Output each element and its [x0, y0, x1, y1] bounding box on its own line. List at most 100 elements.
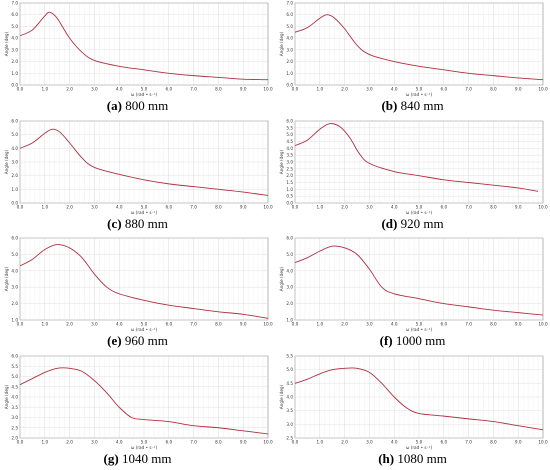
x-tick-label: 8.0: [490, 322, 497, 327]
x-tick-label: 1.0: [316, 87, 323, 92]
y-tick-label: 5.5: [11, 363, 18, 368]
y-axis-label: Angle (deg): [4, 266, 9, 291]
y-tick-label: 4.0: [11, 394, 18, 399]
x-tick-label: 9.0: [240, 87, 247, 92]
x-tick-label: 6.0: [440, 322, 447, 327]
y-tick-label: 3.0: [286, 421, 293, 426]
panel-caption-text: 840 mm: [400, 98, 444, 113]
y-tick-label: 6.0: [11, 353, 18, 358]
chart-panel: 0.0 1.0 2.0 3.0 4.0 5.0 6.0 7.0 0.0 1.0 2.0 3.0 4.0 5…: [275, 0, 550, 118]
x-tick-label: 3.0: [91, 87, 98, 92]
chart-svg: 1.02.03.04.05.06.00.0 1.0 2.0 3.0 4.0 5.0 6.0 7…: [279, 236, 548, 333]
chart-svg: 0.0 1.0 2.0 3.0 4.0 5.0 6.0 7.0 0.0 1.0 2.0 3.0 4.0 5…: [4, 1, 273, 98]
y-axis-label: Angle (deg): [279, 384, 284, 409]
y-tick-label: 3.0: [286, 159, 293, 164]
y-tick-label: 3.5: [286, 152, 293, 157]
x-tick-label: 0.0: [17, 87, 24, 92]
x-tick-label: 0.0: [292, 87, 299, 92]
chart-panel: 1.0 2.0 3.0 4.0 5.0 6.0 0.0 1.0 2.0 3.0 4.0 5.0 6.0 7…: [275, 235, 550, 353]
y-tick-label: 4.5: [11, 384, 18, 389]
x-tick-label: 9.0: [515, 87, 522, 92]
x-tick-label: 10.0: [263, 87, 273, 92]
y-tick-label: 2.0: [11, 435, 18, 440]
y-tick-label: 1.0: [286, 318, 293, 323]
chart-svg: 0.0 1.0 2.0 3.0 4.0 5.0 6.0 0.0 1.0 2.0 3.0 4.0 5.0 6…: [4, 118, 273, 215]
y-tick-label: 3.0: [11, 415, 18, 420]
y-tick-label: 5.0: [11, 374, 18, 379]
x-tick-label: 9.0: [240, 439, 247, 444]
x-axis-label: ω (rad • s⁻¹): [406, 210, 433, 215]
chart-svg: 0.0 1.0 2.0 3.0 4.0 5.0 6.0 7.0 0.0 1.0 2.0 3.0 4.0 5…: [279, 1, 548, 98]
y-tick-label: 0.0: [11, 83, 18, 88]
x-tick-label: 3.0: [366, 204, 373, 209]
panel-letter: (d): [381, 215, 398, 231]
x-tick-label: 10.0: [263, 322, 273, 327]
x-axis-label: ω (rad • s⁻¹): [131, 210, 158, 215]
panel-caption: (f) 1000 mm: [275, 334, 550, 348]
x-tick-label: 4.0: [391, 87, 398, 92]
x-tick-label: 3.0: [366, 439, 373, 444]
y-tick-label: 7.0: [286, 1, 293, 6]
series-line: [294, 122, 539, 192]
y-tick-label: 3.5: [11, 404, 18, 409]
y-tick-label: 3.0: [286, 285, 293, 290]
x-tick-label: 1.0: [41, 322, 48, 327]
x-tick-label: 5.0: [141, 87, 148, 92]
x-tick-label: 0.0: [292, 204, 299, 209]
series-line: [19, 366, 269, 434]
x-tick-label: 7.0: [190, 204, 197, 209]
panel-caption-text: 920 mm: [400, 215, 444, 231]
y-tick-label: 0.0: [286, 83, 293, 88]
y-tick-label: 2.5: [286, 166, 293, 171]
y-tick-label: 1.5: [286, 180, 293, 185]
x-tick-label: 5.0: [416, 87, 423, 92]
x-tick-label: 0.0: [17, 439, 24, 444]
y-tick-label: 6.0: [11, 118, 18, 123]
panel-caption-text: 1080 mm: [397, 450, 447, 466]
panel-caption-text: 880 mm: [124, 215, 168, 231]
chart-svg: 1.02.03.04.05.06.00.0 1.0 2.0 3.0 4.0 5.0 6.0 7…: [4, 236, 273, 333]
panel-caption: (d) 920 mm: [275, 215, 550, 231]
x-tick-label: 4.0: [116, 87, 123, 92]
chart-panel: 0.0 1.0 2.0 3.0 4.0 5.0 6.0 7.0 0.0 1.0 2.0 3.0 4.0 5…: [0, 0, 275, 118]
y-tick-label: 5.5: [286, 125, 293, 130]
x-tick-label: 7.0: [465, 439, 472, 444]
y-tick-label: 2.0: [286, 173, 293, 178]
panel-caption: (h) 1080 mm: [275, 450, 550, 466]
x-tick-label: 4.0: [116, 204, 123, 209]
x-tick-label: 2.0: [66, 439, 73, 444]
x-tick-label: 1.0: [316, 204, 323, 209]
x-tick-label: 1.0: [316, 322, 323, 327]
x-tick-label: 6.0: [165, 439, 172, 444]
x-tick-label: 6.0: [165, 322, 172, 327]
x-tick-label: 5.0: [141, 439, 148, 444]
y-tick-label: 6.0: [11, 236, 18, 241]
panel-caption: (c) 880 mm: [0, 215, 275, 231]
x-tick-label: 4.0: [116, 439, 123, 444]
x-tick-label: 9.0: [240, 322, 247, 327]
x-tick-label: 6.0: [165, 204, 172, 209]
panel-caption-text: 960 mm: [124, 333, 168, 348]
y-tick-label: 1.0: [11, 186, 18, 191]
panel-caption: (e) 960 mm: [0, 334, 275, 348]
chart-panel: 2.0 2.5 3.0 3.5 4.0 4.5 5.0 5.5 6.0 0.0 1.0 2.0 3.0 4…: [0, 353, 275, 470]
y-tick-label: 4.0: [286, 394, 293, 399]
series-line: [294, 366, 544, 430]
x-tick-label: 1.0: [41, 87, 48, 92]
x-tick-label: 6.0: [165, 87, 172, 92]
y-tick-label: 6.0: [286, 12, 293, 17]
x-tick-label: 1.0: [316, 439, 323, 444]
y-tick-label: 6.0: [286, 236, 293, 241]
y-tick-label: 7.0: [11, 1, 18, 6]
y-tick-label: 5.0: [286, 132, 293, 137]
y-tick-label: 2.0: [11, 173, 18, 178]
y-tick-label: 5.0: [286, 24, 293, 29]
chart-svg: 2.0 2.5 3.0 3.5 4.0 4.5 5.0 5.5 6.0 0.0 1.0 2.0 3.0 4…: [4, 353, 273, 450]
chart-panel: 0.0 0.5 1.0 1.5 2.0 2.5 3.0 3.5 4.0 4.5 5.0 5.5 6.0 0…: [275, 118, 550, 236]
panel-letter: (e): [107, 333, 122, 348]
chart-svg: 0.00.51.01.52.02.53.03.54.04.55.05.56.00…: [279, 118, 548, 215]
x-tick-label: 5.0: [416, 322, 423, 327]
x-tick-label: 8.0: [215, 204, 222, 209]
x-tick-label: 3.0: [91, 322, 98, 327]
x-tick-label: 6.0: [440, 87, 447, 92]
